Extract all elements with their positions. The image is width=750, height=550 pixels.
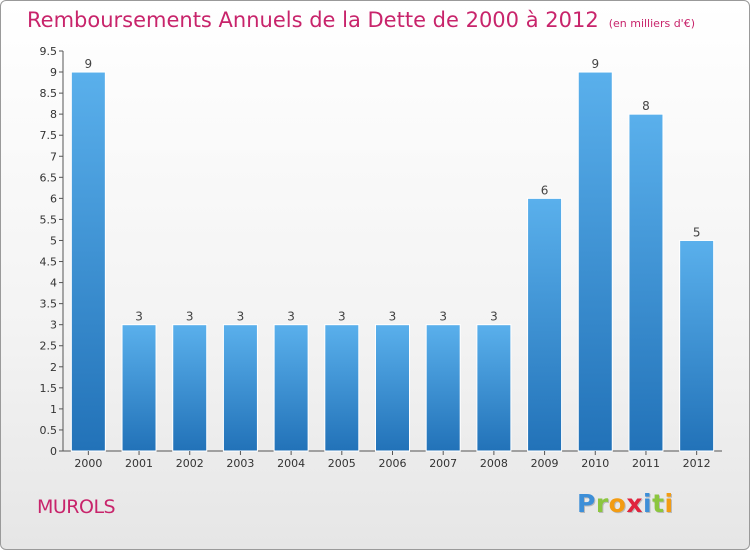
y-tick-label: 3.5 <box>40 298 58 311</box>
chart-title-unit: (en milliers d'€) <box>608 17 695 30</box>
y-tick-label: 1.5 <box>40 382 58 395</box>
commune-name: MUROLS <box>37 496 116 518</box>
bar <box>273 324 309 452</box>
x-tick-label: 2008 <box>480 457 508 470</box>
bar <box>70 71 106 452</box>
bar-value-label: 3 <box>186 310 194 324</box>
bar <box>679 239 715 452</box>
logo-letter: t <box>652 489 665 518</box>
bar <box>527 197 563 452</box>
logo-letter: i <box>643 489 653 518</box>
bar <box>172 324 208 452</box>
bar <box>425 324 461 452</box>
x-tick-label: 2007 <box>429 457 457 470</box>
bar <box>577 71 613 452</box>
bar-value-label: 5 <box>693 225 701 239</box>
x-tick-label: 2006 <box>379 457 407 470</box>
x-tick-label: 2009 <box>531 457 559 470</box>
x-tick-label: 2003 <box>226 457 254 470</box>
bar-value-label: 3 <box>237 310 245 324</box>
bar <box>628 113 664 452</box>
logo-letter: r <box>595 489 609 518</box>
y-tick-label: 5.5 <box>40 213 58 226</box>
bar-value-label: 3 <box>439 310 447 324</box>
y-tick-label: 3 <box>50 319 57 332</box>
y-tick-label: 9.5 <box>40 45 58 58</box>
y-tick-label: 7.5 <box>40 129 58 142</box>
x-tick-label: 2002 <box>176 457 204 470</box>
y-tick-label: 5 <box>50 234 57 247</box>
chart-title: Remboursements Annuels de la Dette de 20… <box>27 8 695 32</box>
y-tick-label: 9 <box>50 66 57 79</box>
bar-value-label: 3 <box>135 310 143 324</box>
y-tick-label: 4.5 <box>40 256 58 269</box>
bar-value-label: 3 <box>287 310 295 324</box>
bar-value-label: 8 <box>642 99 650 113</box>
logo-letter: i <box>664 489 674 518</box>
bar <box>121 324 157 452</box>
y-tick-label: 1 <box>50 403 57 416</box>
logo-letter: P <box>577 489 596 518</box>
x-tick-label: 2011 <box>632 457 660 470</box>
y-tick-label: 2.5 <box>40 340 58 353</box>
x-tick-label: 2010 <box>581 457 609 470</box>
bar-value-label: 6 <box>541 183 549 197</box>
bar-value-label: 9 <box>85 57 93 71</box>
y-tick-label: 8.5 <box>40 87 58 100</box>
logo-letter: x <box>626 489 643 518</box>
bar <box>324 324 360 452</box>
proxiti-logo: Proxiti <box>577 489 674 518</box>
chart-title-main: Remboursements Annuels de la Dette de 20… <box>27 8 599 32</box>
y-tick-label: 7 <box>50 150 57 163</box>
y-tick-label: 6.5 <box>40 171 58 184</box>
bar <box>222 324 258 452</box>
x-tick-label: 2012 <box>683 457 711 470</box>
y-tick-label: 0 <box>50 445 57 458</box>
logo-letter: o <box>608 489 627 518</box>
x-tick-label: 2004 <box>277 457 305 470</box>
bar-value-label: 3 <box>490 310 498 324</box>
bar <box>375 324 410 452</box>
y-tick-label: 6 <box>50 192 57 205</box>
y-tick-label: 8 <box>50 108 57 121</box>
bar <box>476 324 512 452</box>
bar-value-label: 3 <box>389 310 397 324</box>
y-tick-label: 4 <box>50 277 57 290</box>
x-tick-label: 2001 <box>125 457 153 470</box>
bar-value-label: 3 <box>338 310 346 324</box>
y-tick-label: 0.5 <box>40 424 58 437</box>
x-tick-label: 2000 <box>74 457 102 470</box>
y-tick-label: 2 <box>50 361 57 374</box>
x-tick-label: 2005 <box>328 457 356 470</box>
bar-value-label: 9 <box>591 57 599 71</box>
